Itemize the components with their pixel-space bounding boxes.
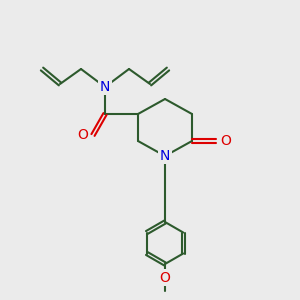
Text: O: O	[220, 134, 231, 148]
Text: O: O	[78, 128, 88, 142]
Text: N: N	[100, 80, 110, 94]
Text: N: N	[160, 149, 170, 163]
Text: O: O	[160, 271, 170, 284]
